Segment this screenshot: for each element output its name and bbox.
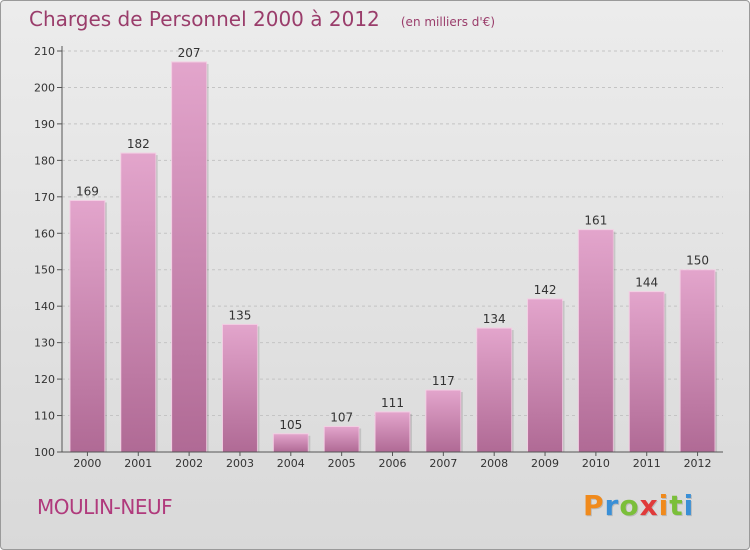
bar-2010: [577, 229, 614, 453]
y-tick-label: 170: [34, 191, 55, 204]
bar-2003: [221, 323, 258, 453]
bar-shadow: [104, 202, 107, 452]
data-label: 161: [584, 214, 607, 228]
data-label: 107: [330, 410, 353, 424]
chart-title: Charges de Personnel 2000 à 2012: [29, 7, 380, 31]
bar-shadow: [410, 413, 412, 452]
logo-letter: o: [619, 489, 640, 522]
x-tick-label: 2008: [480, 457, 508, 470]
proxiti-logo: Proxiti: [583, 489, 694, 522]
data-label: 169: [76, 184, 99, 198]
logo-letter: P: [583, 489, 605, 522]
logo-letter: i: [658, 489, 670, 522]
x-tick-label: 2007: [429, 457, 457, 470]
bar-2011: [628, 291, 665, 453]
data-label: 142: [534, 283, 557, 297]
chart-subtitle: (en milliers d'€): [400, 15, 495, 29]
y-tick-label: 160: [34, 227, 55, 240]
x-tick-label: 2001: [124, 457, 152, 470]
x-tick-label: 2006: [379, 457, 407, 470]
y-tick-label: 190: [34, 118, 55, 131]
y-tick-label: 130: [34, 337, 55, 350]
x-tick-label: 2005: [328, 457, 356, 470]
bar-shadow: [715, 271, 718, 452]
bar-shadow: [206, 63, 209, 452]
bar-2009: [527, 298, 564, 453]
x-tick-label: 2004: [277, 457, 305, 470]
x-tick-label: 2010: [582, 457, 610, 470]
logo-letter: t: [669, 489, 684, 522]
bar-2007: [425, 389, 462, 453]
y-tick-label: 100: [34, 446, 55, 459]
bar-shadow: [257, 326, 260, 452]
data-label: 182: [127, 137, 150, 151]
bar-2008: [476, 327, 513, 453]
bar-shadow: [613, 231, 616, 452]
bar-2001: [120, 152, 157, 453]
bar-2004: [272, 433, 309, 453]
bar-shadow: [562, 300, 565, 452]
x-tick-label: 2009: [531, 457, 559, 470]
data-label: 150: [686, 254, 709, 268]
y-tick-label: 150: [34, 264, 55, 277]
data-label: 111: [381, 396, 404, 410]
data-label: 134: [483, 312, 506, 326]
bar-shadow: [460, 392, 463, 452]
x-tick-label: 2000: [73, 457, 101, 470]
logo-letter: i: [683, 489, 695, 522]
x-tick-label: 2012: [684, 457, 712, 470]
bar-2002: [171, 61, 208, 453]
bar-shadow: [308, 435, 311, 452]
y-tick-label: 200: [34, 81, 55, 94]
bar-2006: [374, 411, 411, 453]
y-tick-label: 140: [34, 300, 55, 313]
y-tick-label: 120: [34, 373, 55, 386]
x-tick-label: 2011: [633, 457, 661, 470]
data-label: 117: [432, 374, 455, 388]
data-label: 135: [229, 308, 252, 322]
bar-2000: [69, 199, 106, 453]
commune-name: MOULIN-NEUF: [37, 495, 173, 519]
data-label: 144: [635, 276, 658, 290]
bar-shadow: [155, 155, 158, 452]
logo-letter: x: [639, 489, 659, 522]
y-tick-label: 180: [34, 154, 55, 167]
bar-shadow: [359, 428, 362, 452]
title-row: Charges de Personnel 2000 à 2012 (en mil…: [29, 7, 495, 31]
bar-2012: [679, 269, 716, 453]
bar-2005: [323, 425, 360, 453]
data-label: 207: [178, 46, 201, 60]
y-tick-label: 210: [34, 45, 55, 58]
logo-letter: r: [604, 489, 620, 522]
bar-shadow: [511, 330, 514, 452]
bar-shadow: [664, 293, 667, 452]
x-tick-label: 2003: [226, 457, 254, 470]
data-label: 105: [279, 418, 302, 432]
y-tick-label: 110: [34, 410, 55, 423]
x-tick-label: 2002: [175, 457, 203, 470]
